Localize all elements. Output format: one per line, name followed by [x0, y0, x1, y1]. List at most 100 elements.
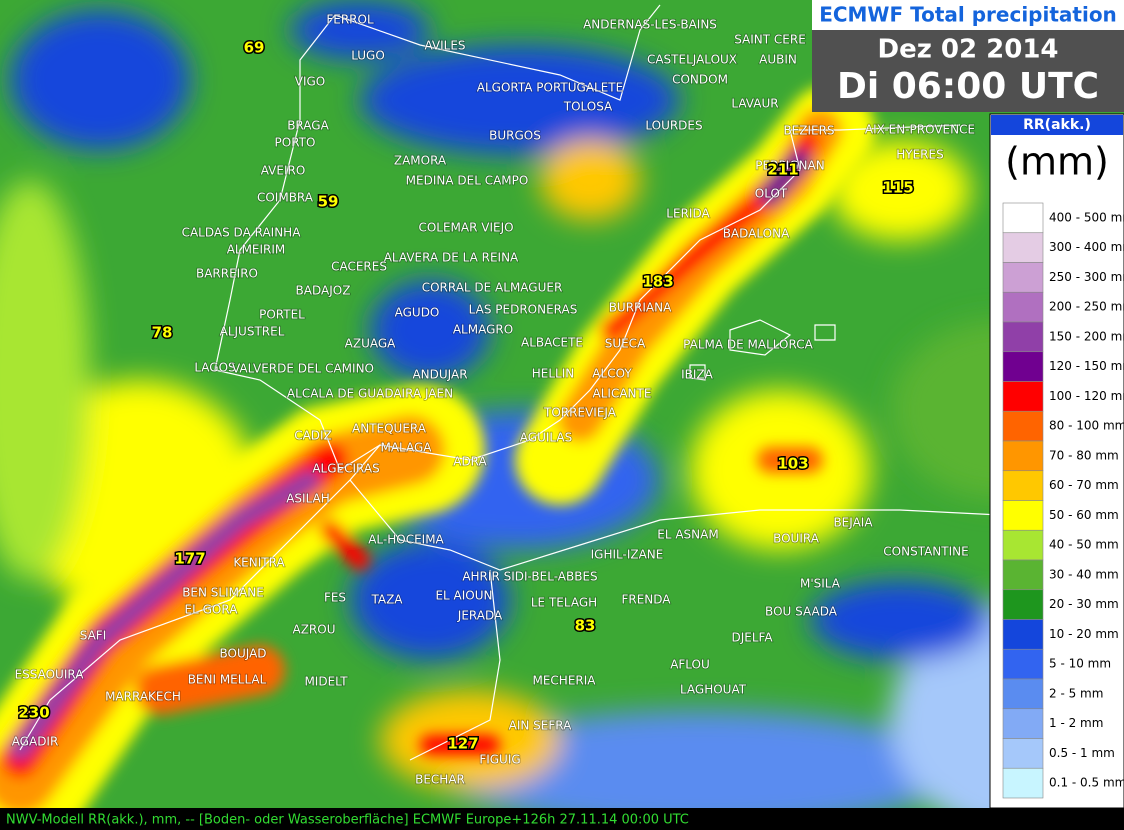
city-label: EL AIOUN: [435, 589, 492, 603]
cities: FERROL LUGO AVILES ANDERNAS-LES-BAINS SAINT …: [11, 12, 976, 788]
legend-label: 120 - 150 mm: [1049, 359, 1124, 373]
legend-swatch: [1002, 232, 1044, 263]
city-label: ALMEIRIM: [227, 243, 286, 257]
max-value: 69: [244, 39, 265, 57]
city-label: ALCALA DE GUADAIRA JAEN: [287, 387, 453, 401]
city-label: BENI MELLAL: [188, 673, 267, 687]
max-value: 78: [152, 324, 173, 342]
city-label: M'SILA: [800, 577, 841, 591]
legend-unit: (mm): [1005, 140, 1109, 184]
city-label: KENITRA: [233, 556, 285, 570]
city-label: ALMAGRO: [453, 323, 513, 337]
city-label: FRENDA: [621, 593, 671, 607]
title: ECMWF Total precipitation: [819, 3, 1117, 27]
city-label: HELLIN: [532, 367, 575, 381]
legend-label: 50 - 60 mm: [1049, 508, 1119, 522]
legend-label: 2 - 5 mm: [1049, 686, 1103, 700]
city-label: ALAVERA DE LA REINA: [384, 251, 519, 265]
legend-label: 1 - 2 mm: [1049, 716, 1103, 730]
city-label: AVEIRO: [261, 164, 306, 178]
city-label: VALVERDE DEL CAMINO: [232, 362, 374, 376]
city-label: CONSTANTINE: [883, 545, 968, 559]
legend-swatch: [1002, 262, 1044, 293]
legend-label: 10 - 20 mm: [1049, 627, 1119, 641]
coastlines: [19, 4, 1001, 761]
legend-label: 300 - 400 mm: [1049, 240, 1124, 254]
city-label: JERADA: [457, 609, 503, 623]
city-label: AIX-EN-PROVENCE: [865, 123, 975, 137]
city-label: ALGECIRAS: [312, 462, 379, 476]
city-label: BECHAR: [415, 773, 465, 787]
legend-swatch: [1002, 529, 1044, 561]
city-label: SUECA: [605, 337, 646, 351]
city-label: PORTEL: [259, 308, 305, 322]
city-label: EL ASNAM: [657, 528, 718, 542]
city-label: PORTO: [275, 136, 316, 150]
city-label: AZUAGA: [345, 337, 397, 351]
city-label: MARRAKECH: [105, 690, 181, 704]
city-label: COLEMAR VIEJO: [418, 221, 513, 235]
city-label: ALGORTA PORTUGALETE: [477, 81, 623, 95]
legend-label: 40 - 50 mm: [1049, 538, 1119, 552]
maxima: 69 59 78 211 183 115 103 177 83 230 127: [17, 37, 915, 754]
city-label: MALAGA: [380, 441, 432, 455]
city-label: BURRIANA: [609, 301, 672, 315]
city-label: IGHIL-IZANE: [591, 548, 664, 562]
city-label: ASILAH: [286, 492, 330, 506]
city-label: LAGOS: [194, 361, 235, 375]
legend-label: 150 - 200 mm: [1049, 329, 1124, 343]
legend-title: RR(akk.): [1023, 117, 1091, 133]
city-label: TAZA: [370, 593, 403, 607]
city-label: EL GORA: [185, 603, 239, 617]
city-label: BADAJOZ: [296, 284, 351, 298]
city-label: LAVAUR: [731, 97, 778, 111]
footer-bar: [0, 808, 1124, 830]
legend-swatch: [1002, 470, 1044, 501]
city-label: LAS PEDRONERAS: [469, 303, 578, 317]
city-label: ESSAOUIRA: [15, 668, 85, 682]
legend-swatch: [1002, 589, 1044, 620]
date: Dez 02 2014: [878, 35, 1059, 65]
city-label: ZAMORA: [394, 154, 447, 168]
legend-label: 200 - 250 mm: [1049, 300, 1124, 314]
city-label: CALDAS DA RAINHA: [182, 226, 302, 240]
city-label: PERPIGNAN: [755, 159, 824, 173]
city-label: ADRA: [453, 455, 487, 469]
city-label: ANTEQUERA: [352, 422, 427, 436]
legend-label: 0.5 - 1 mm: [1049, 746, 1115, 760]
city-label: HYERES: [896, 148, 943, 162]
time-box: [812, 30, 1124, 112]
city-label: ALCOY: [592, 367, 632, 381]
city-label: ANDUJAR: [412, 368, 467, 382]
max-value: 230: [18, 704, 49, 722]
city-label: SAINT CERE: [734, 33, 806, 47]
city-label: CORRAL DE ALMAGUER: [422, 281, 563, 295]
legend-swatch: [1002, 321, 1044, 353]
city-label: ALBACETE: [521, 336, 583, 350]
city-label: AIN SEFRA: [509, 719, 572, 733]
legend-label: 60 - 70 mm: [1049, 478, 1119, 492]
city-label: BARREIRO: [196, 267, 258, 281]
city-label: BRAGA: [287, 119, 329, 133]
city-label: BOUIRA: [773, 532, 820, 546]
legend-swatch: [1002, 678, 1044, 710]
city-label: ANDERNAS-LES-BAINS: [583, 18, 717, 32]
city-label: PALMA DE MALLORCA: [683, 338, 813, 352]
max-value: 103: [777, 455, 808, 473]
legend-label: 250 - 300 mm: [1049, 270, 1124, 284]
legend-swatch: [1002, 738, 1044, 769]
city-label: LAGHOUAT: [680, 683, 747, 697]
city-label: BOUJAD: [219, 647, 266, 661]
city-label: BOU SAADA: [765, 605, 838, 619]
city-label: AL-HOCEIMA: [368, 533, 444, 547]
city-label: AFLOU: [670, 658, 710, 672]
city-label: COIMBRA: [257, 191, 314, 205]
legend-swatch: [1002, 500, 1044, 531]
city-label: LOURDES: [645, 119, 702, 133]
legend-label: 70 - 80 mm: [1049, 448, 1119, 462]
city-label: OLOT: [755, 187, 788, 201]
city-label: AGUILAS: [520, 431, 572, 445]
city-label: BEN SLIMANE: [182, 586, 264, 600]
max-value: 211: [767, 161, 798, 179]
